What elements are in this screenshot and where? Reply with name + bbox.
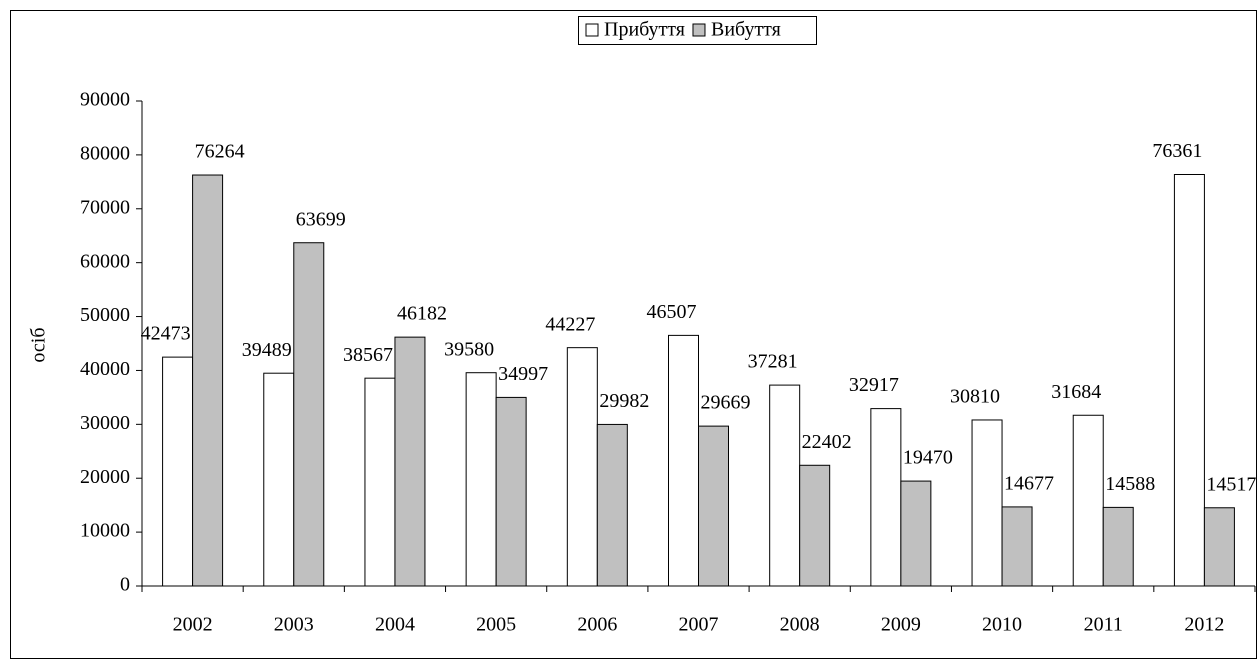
value-label: 29982 [599,390,649,412]
value-label: 39489 [242,339,292,361]
x-tick-label: 2012 [1184,614,1224,636]
bar [1102,506,1134,587]
legend-label: Прибуття [604,19,685,41]
value-label: 44227 [545,313,595,335]
x-tick-label: 2008 [780,614,820,636]
bar [799,464,831,587]
value-label: 46507 [647,301,697,323]
bar [971,419,1003,587]
bar [394,336,426,587]
legend-swatch [692,23,706,37]
y-tick-label: 20000 [80,466,130,488]
bar [1173,173,1205,587]
bar [698,425,729,587]
bar [566,347,598,587]
x-tick-label: 2009 [881,614,921,636]
y-tick-label: 0 [120,574,130,596]
y-tick-label: 10000 [80,520,130,542]
bar [769,384,801,587]
bar [1203,507,1235,587]
x-tick-label: 2006 [577,614,617,636]
bar [1072,414,1104,587]
x-tick-label: 2010 [982,614,1022,636]
value-label: 19470 [903,447,953,469]
bar [495,396,527,587]
legend-swatch [585,23,599,37]
bar [900,480,932,587]
x-tick-label: 2002 [173,614,213,636]
bar [263,372,295,587]
bar [293,242,325,587]
y-tick-label: 70000 [80,196,130,218]
value-label: 76361 [1152,140,1202,162]
value-label: 34997 [498,363,548,385]
value-label: 76264 [195,141,245,163]
value-label: 31684 [1051,381,1101,403]
value-label: 29669 [701,392,751,414]
value-label: 38567 [343,344,393,366]
value-label: 30810 [950,386,1000,408]
value-label: 63699 [296,208,346,230]
bar [364,377,396,587]
y-tick-label: 60000 [80,250,130,272]
value-label: 14677 [1004,473,1054,495]
bar [668,334,699,587]
value-label: 14588 [1105,473,1155,495]
value-label: 46182 [397,303,447,325]
bar [596,423,628,587]
value-label: 37281 [748,351,798,373]
value-label: 32917 [849,374,899,396]
y-axis-label: осіб [28,327,50,362]
bar [1001,506,1033,587]
y-tick-label: 40000 [80,358,130,380]
bar [162,356,194,587]
x-tick-label: 2011 [1084,614,1123,636]
y-tick-label: 90000 [80,89,130,111]
y-tick-label: 50000 [80,304,130,326]
x-tick-label: 2003 [274,614,314,636]
value-label: 39580 [444,338,494,360]
x-tick-label: 2005 [476,614,516,636]
x-tick-label: 2007 [679,614,719,636]
value-label: 42473 [141,323,191,345]
bar [870,408,902,587]
y-tick-label: 80000 [80,142,130,164]
legend-label: Вибуття [711,19,781,41]
bar [465,372,497,587]
x-tick-label: 2004 [375,614,415,636]
y-tick-label: 30000 [80,412,130,434]
value-label: 22402 [802,431,852,453]
bar [192,174,224,587]
value-label: 14517 [1206,473,1256,495]
